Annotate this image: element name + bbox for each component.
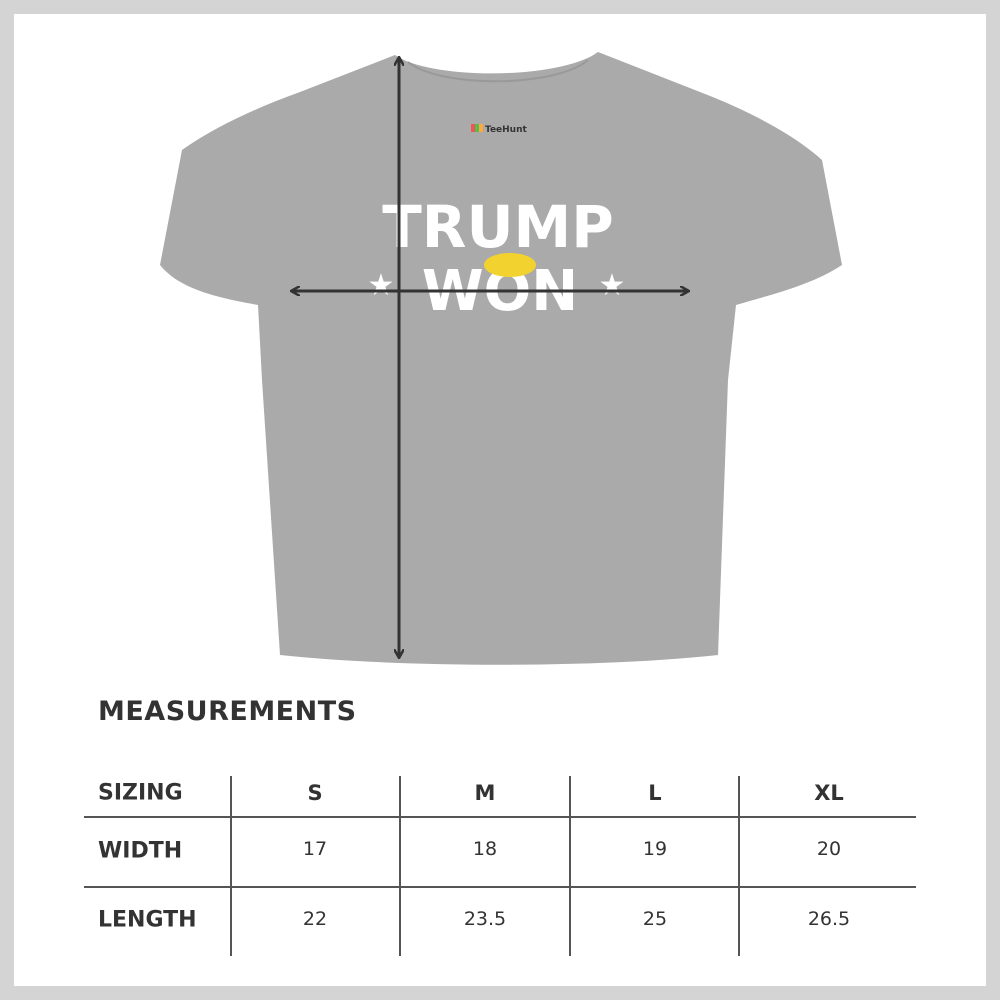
- header-size-xl: XL: [814, 781, 844, 805]
- teehunt-logo-icon: [471, 124, 483, 132]
- header-sizing: SIZING: [98, 780, 183, 806]
- measurements-title: MEASUREMENTS: [98, 696, 357, 727]
- star-icon: ★: [368, 268, 395, 303]
- header-size-l: L: [648, 781, 662, 805]
- size-table: SIZING S M L XL WIDTH 17 18 19 20 LENGTH…: [84, 776, 916, 956]
- column-divider: [738, 776, 740, 956]
- header-size-s: S: [307, 781, 323, 805]
- row-label-length: LENGTH: [98, 907, 197, 933]
- width-s: 17: [302, 838, 328, 860]
- width-xl: 20: [816, 838, 842, 860]
- star-icon: ★: [599, 268, 626, 303]
- row-label-width: WIDTH: [98, 838, 183, 864]
- tshirt-image: TeeHunt TRUMP WON ★ ★: [160, 52, 842, 665]
- tshirt-body: [160, 52, 842, 665]
- column-divider: [569, 776, 571, 956]
- print-line1: TRUMP: [382, 193, 614, 261]
- hair-graphic: [484, 253, 536, 277]
- length-s: 22: [302, 908, 328, 930]
- column-divider: [399, 776, 401, 956]
- header-size-m: M: [474, 781, 496, 805]
- length-l: 25: [642, 908, 668, 930]
- brand-label: TeeHunt: [485, 125, 527, 135]
- width-l: 19: [642, 838, 668, 860]
- width-m: 18: [472, 838, 498, 860]
- length-xl: 26.5: [807, 908, 851, 930]
- row-divider: [84, 886, 916, 888]
- row-divider: [84, 816, 916, 818]
- column-divider: [230, 776, 232, 956]
- length-m: 23.5: [463, 908, 507, 930]
